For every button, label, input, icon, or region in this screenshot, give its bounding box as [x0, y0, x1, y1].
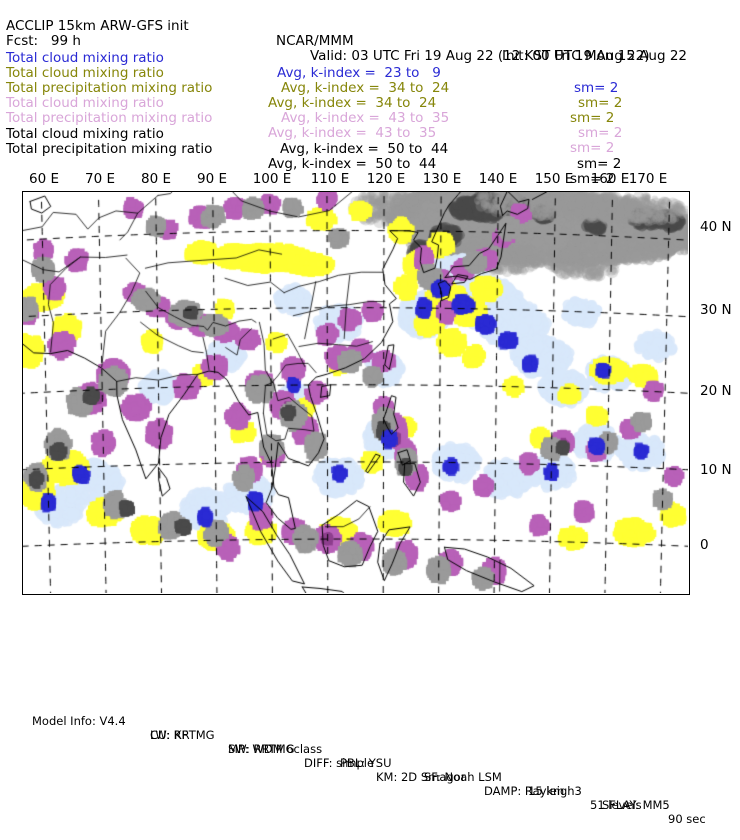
lon-tick-label: 70 E	[85, 171, 115, 187]
field-legend-row: Total cloud mixing ratio Avg, k-index = …	[0, 36, 740, 96]
lon-tick-label: 120 E	[366, 171, 406, 187]
field-smoothing: sm= 2	[577, 156, 622, 172]
lon-tick-label: 160 E	[590, 171, 630, 187]
field-kindex: Avg, k-index = 43 to 35	[268, 125, 437, 141]
field-kindex: Avg, k-index = 34 to 24	[268, 95, 437, 111]
field-name: Total cloud mixing ratio	[6, 50, 164, 66]
model-title: ACCLIP 15km ARW-GFS init	[6, 18, 189, 34]
field-name: Total precipitation mixing ratio	[6, 110, 213, 126]
field-kindex: Avg, k-index = 34 to 24	[281, 80, 450, 96]
map-field-canvas	[23, 192, 688, 593]
header-line-2: Fcst: 99 h Valid: 03 UTC Fri 19 Aug 22 (…	[0, 19, 740, 64]
field-smoothing: sm= 2	[570, 140, 615, 156]
lon-tick-label: 130 E	[422, 171, 462, 187]
sw-scheme: SW: RRTMG	[228, 742, 295, 756]
lon-tick-label: 100 E	[252, 171, 292, 187]
field-smoothing: sm= 2	[578, 95, 623, 111]
header-line-1: ACCLIP 15km ARW-GFS init NCAR/MMM Init: …	[0, 4, 740, 64]
cu-scheme: CU: KF	[150, 728, 189, 742]
field-smoothing: sm= 2	[578, 125, 623, 141]
model-version: Model Info: V4.4	[32, 714, 126, 728]
field-legend-row: Total precipitation mixing ratio Avg, k-…	[0, 96, 740, 156]
field-kindex: Avg, k-index = 43 to 35	[281, 110, 450, 126]
field-name: Total cloud mixing ratio	[6, 95, 164, 111]
field-name: Total cloud mixing ratio	[6, 65, 164, 81]
field-name: Total precipitation mixing ratio	[6, 80, 213, 96]
lat-tick-label: 40 N	[700, 219, 732, 235]
field-kindex: Avg, k-index = 50 to 44	[268, 156, 437, 172]
lw-scheme: LW: RRTMG	[150, 728, 215, 742]
lon-tick-label: 80 E	[141, 171, 171, 187]
forecast-hour-label: Fcst: 99 h	[6, 33, 81, 49]
field-smoothing: sm= 2	[570, 110, 615, 126]
field-name: Total cloud mixing ratio	[6, 126, 164, 142]
lat-tick-label: 20 N	[700, 383, 732, 399]
lat-tick-label: 10 N	[700, 462, 732, 478]
field-legend-row: Total cloud mixing ratio Avg, k-index = …	[0, 51, 740, 111]
diff-scheme: DIFF: simple	[304, 756, 375, 770]
header-annotation-block: ACCLIP 15km ARW-GFS init NCAR/MMM Init: …	[0, 0, 740, 187]
field-smoothing: sm= 2	[570, 171, 615, 187]
damp-scheme: DAMP: Rayleigh3	[484, 784, 582, 798]
field-legend-row: Total precipitation mixing ratio Avg, k-…	[0, 66, 740, 126]
lat-tick-label: 0	[700, 537, 709, 553]
time-step: 90 sec	[668, 812, 706, 826]
footer-line-2: LW: RRTMG SW: RRTMG DIFF: simple KM: 2D …	[0, 714, 740, 812]
lon-tick-label: 90 E	[197, 171, 227, 187]
field-legend-row: Total precipitation mixing ratio Avg, k-…	[0, 127, 740, 187]
field-legend-row: Total cloud mixing ratio Avg, k-index = …	[0, 112, 740, 172]
valid-time-label: Valid: 03 UTC Fri 19 Aug 22 (12 KST Fri …	[310, 48, 650, 64]
field-name: Total precipitation mixing ratio	[6, 141, 213, 157]
field-kindex: Avg, k-index = 23 to 9	[277, 65, 441, 81]
field-kindex: Avg, k-index = 50 to 44	[280, 141, 449, 157]
lon-tick-label: 110 E	[310, 171, 350, 187]
lon-tick-label: 140 E	[478, 171, 518, 187]
sflay-scheme: SFLAY: MM5	[602, 798, 670, 812]
forecast-map-panel[interactable]	[22, 191, 690, 595]
lat-tick-label: 30 N	[700, 302, 732, 318]
footer-line-1: Model Info: V4.4 CU: KF MP: WDM 6class P…	[0, 700, 740, 826]
lon-tick-label: 170 E	[628, 171, 668, 187]
lon-tick-label: 60 E	[29, 171, 59, 187]
km-scheme: KM: 2D Smagor	[376, 770, 466, 784]
field-smoothing: sm= 2	[574, 80, 619, 96]
center-label: NCAR/MMM	[276, 33, 354, 49]
init-time-label: Init: 00 UTC Mon 15 Aug 22	[502, 48, 687, 64]
lon-tick-label: 150 E	[534, 171, 574, 187]
field-legend-row: Total cloud mixing ratio Avg, k-index = …	[0, 81, 740, 141]
